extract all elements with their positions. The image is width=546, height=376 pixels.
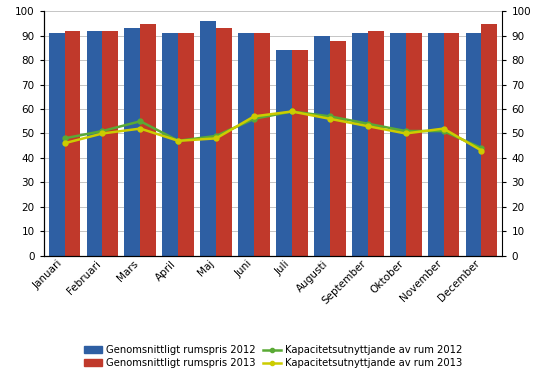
Bar — [86, 31, 103, 256]
Bar — [276, 50, 292, 256]
Bar — [352, 33, 368, 256]
Bar — [216, 29, 232, 256]
Bar — [390, 33, 406, 256]
Bar — [49, 33, 64, 256]
Bar — [254, 33, 270, 256]
Bar — [178, 33, 194, 256]
Bar — [443, 33, 460, 256]
Bar — [368, 31, 384, 256]
Bar — [314, 36, 330, 256]
Bar — [466, 33, 482, 256]
Bar — [428, 33, 443, 256]
Bar — [482, 23, 497, 256]
Bar — [200, 21, 216, 256]
Bar — [330, 41, 346, 256]
Bar — [292, 50, 308, 256]
Bar — [124, 29, 140, 256]
Bar — [406, 33, 422, 256]
Bar — [162, 33, 178, 256]
Legend: Genomsnittligt rumspris 2012, Genomsnittligt rumspris 2013, Kapacitetsutnyttjand: Genomsnittligt rumspris 2012, Genomsnitt… — [80, 342, 466, 371]
Bar — [140, 23, 156, 256]
Bar — [238, 33, 254, 256]
Bar — [64, 31, 80, 256]
Bar — [103, 31, 118, 256]
